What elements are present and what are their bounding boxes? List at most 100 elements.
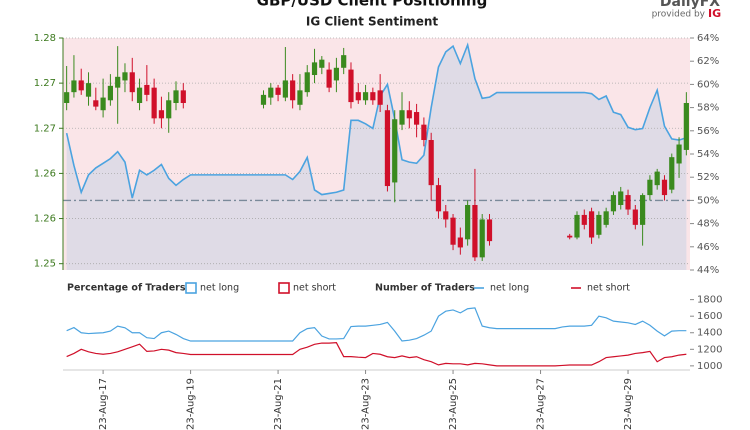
y2-tick-label: 44%: [697, 265, 719, 276]
provider-text: provided by: [652, 10, 706, 20]
net-short-area: [63, 38, 690, 270]
candle-body: [180, 90, 186, 103]
candle-body: [486, 219, 493, 242]
legend-label: net long: [200, 283, 239, 294]
provider-logo: IG: [708, 7, 721, 20]
y-tick-label: 1200: [697, 344, 722, 355]
y2-tick-label: 52%: [697, 172, 719, 183]
candle-body: [581, 214, 587, 225]
y2-tick-label: 60%: [697, 79, 719, 90]
candle-body: [311, 62, 318, 76]
legend-swatch: [278, 282, 290, 294]
candle-body: [107, 85, 113, 101]
candle-body: [413, 112, 420, 125]
candle-body: [610, 195, 617, 212]
brand: DailyFX: [660, 0, 720, 10]
candle-body: [377, 90, 383, 105]
candle-body: [596, 214, 602, 235]
candle-body: [85, 83, 92, 97]
y2-tick-label: 46%: [697, 242, 719, 253]
candle-body: [661, 179, 668, 196]
y-tick-label: 1.26: [34, 214, 56, 225]
y-tick-label: 1.25: [34, 259, 56, 270]
candle-body: [457, 237, 463, 248]
legend-swatch: [185, 282, 197, 294]
x-tick-label: 2023-Aug-21: [273, 378, 284, 430]
candle-body: [370, 92, 376, 101]
y2-tick-label: 58%: [697, 103, 719, 114]
candle-body: [450, 217, 456, 245]
candle-body: [93, 100, 99, 107]
candle-body: [392, 119, 398, 183]
candle-body: [78, 80, 84, 91]
x-tick-label: 2023-Aug-27: [536, 378, 547, 430]
x-tick-label: 2023-Aug-29: [623, 378, 634, 430]
candle-body: [676, 144, 682, 164]
sentiment-line: [65, 42, 687, 199]
candle-body: [173, 90, 179, 103]
candle-body: [588, 211, 595, 238]
y-tick-label: 1.28: [34, 33, 56, 44]
candle-body: [443, 211, 449, 220]
y2-tick-label: 50%: [697, 195, 719, 206]
y2-tick-label: 54%: [697, 149, 719, 160]
candle-body: [333, 67, 340, 81]
net-long-area: [66, 44, 687, 271]
candle-body: [654, 171, 660, 186]
legend-label: net short: [587, 283, 630, 294]
candle-body: [399, 110, 405, 125]
candle-body: [574, 214, 580, 238]
candle-body: [647, 179, 653, 196]
x-tick-label: 2023-Aug-17: [98, 378, 109, 430]
chart-subtitle: IG Client Sentiment: [306, 15, 438, 29]
candle-body: [421, 124, 427, 141]
candle-body: [158, 110, 165, 119]
x-tick-label: 2023-Aug-25: [448, 378, 459, 430]
candle-body: [435, 185, 442, 212]
candle-body: [64, 92, 70, 103]
legend-label: net long: [490, 283, 529, 294]
candle-body: [669, 157, 675, 190]
candle-body: [290, 80, 296, 101]
trader-count-line: [66, 342, 687, 367]
candle-body: [683, 102, 689, 150]
candle-body: [100, 97, 106, 111]
candle-body: [122, 72, 128, 81]
candle-body: [406, 110, 412, 119]
candle-body: [362, 92, 369, 101]
candle-body: [632, 209, 638, 225]
candle-body: [472, 205, 478, 258]
x-tick-label: 2023-Aug-23: [361, 378, 372, 430]
y-tick-label: 1800: [697, 295, 722, 306]
y-tick-label: 1.26: [34, 168, 56, 179]
candle-body: [275, 87, 281, 95]
candle-body: [136, 87, 143, 103]
candle-body: [640, 195, 646, 225]
legend-title: Percentage of Traders: [67, 283, 186, 294]
candle-body: [144, 84, 150, 95]
candle-body: [603, 211, 609, 225]
y-tick-label: 1000: [697, 361, 722, 372]
candle-body: [151, 87, 157, 119]
trader-count-line: [66, 307, 687, 342]
candle-body: [567, 235, 573, 238]
legend-label: net short: [293, 283, 336, 294]
candle-body: [282, 80, 288, 98]
chart-title: GBP/USD Client Positioning: [257, 0, 488, 10]
candle-body: [348, 69, 354, 103]
candle-body: [115, 76, 121, 88]
candle-body: [268, 87, 274, 98]
candle-body: [129, 72, 135, 93]
candle-body: [326, 69, 332, 88]
y-tick-label: 1.27: [34, 123, 56, 134]
y2-tick-label: 56%: [697, 126, 719, 137]
candle-body: [618, 191, 624, 206]
x-tick-label: 2023-Aug-19: [186, 378, 197, 430]
y-tick-label: 1600: [697, 311, 722, 322]
candle-body: [319, 59, 325, 68]
candle-body: [260, 94, 267, 105]
candle-body: [465, 205, 471, 240]
y2-tick-label: 64%: [697, 33, 719, 44]
candle-body: [355, 92, 361, 101]
